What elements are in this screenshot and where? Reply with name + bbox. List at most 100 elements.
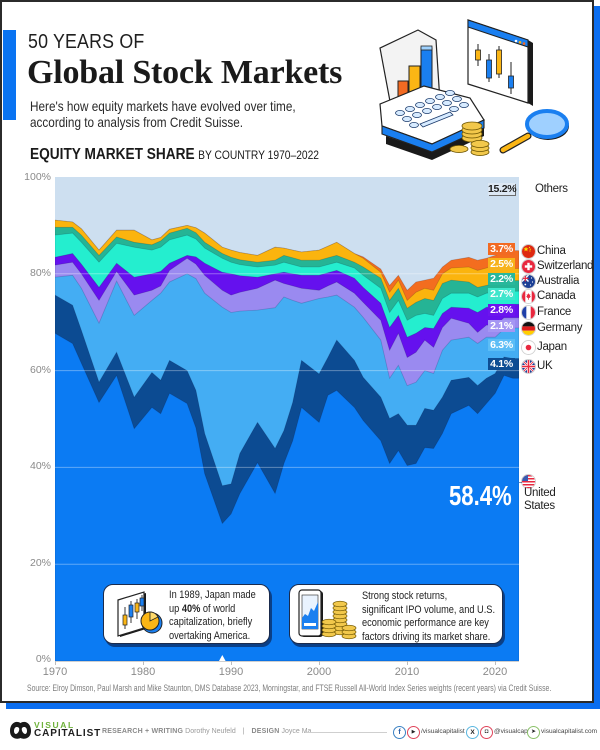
candlestick-chart-icon bbox=[117, 591, 163, 637]
legend-label-france: France bbox=[537, 306, 571, 318]
kicker: 50 YEARS OF bbox=[28, 31, 145, 53]
annotation-us-line-2: significant IPO volume, and U.S. bbox=[362, 603, 496, 616]
legend-item-uk: 4.1% UK bbox=[488, 358, 598, 373]
annotation-us-text: Strong stock returns, significant IPO vo… bbox=[362, 590, 495, 644]
us-label-line-2: States bbox=[524, 500, 555, 512]
legend-label-japan: Japan bbox=[537, 341, 567, 353]
legend-value-switzerland: 2.5% bbox=[488, 258, 515, 270]
annotation-japan-1989: In 1989, Japan made up 40% of world capi… bbox=[103, 584, 270, 644]
us-label: United States bbox=[524, 487, 556, 513]
canada-flag-icon bbox=[522, 290, 535, 303]
chart-heading-sub: BY COUNTRY 1970–2022 bbox=[198, 148, 320, 162]
x-axis-line bbox=[55, 661, 519, 662]
legend-item-germany: 2.1% Germany bbox=[488, 320, 598, 335]
legend-value-others: 15.2% bbox=[488, 183, 517, 195]
credits-separator: | bbox=[242, 728, 245, 735]
x-tick-m-1970 bbox=[55, 661, 56, 665]
design-name: Joyce Ma bbox=[281, 728, 312, 735]
us-flag-icon bbox=[522, 475, 535, 488]
y-tick-20: 20% bbox=[29, 557, 51, 569]
x-tick-m-2000 bbox=[319, 661, 320, 665]
research-name: Dorothy Neufeld bbox=[185, 728, 236, 735]
x-tick-1990: 1990 bbox=[218, 666, 244, 678]
legend-item-switzerland: 2.5% Switzerland bbox=[488, 258, 598, 273]
year-1989-marker-icon bbox=[219, 655, 226, 661]
subtitle-line-1: Here's how equity markets have evolved o… bbox=[30, 98, 296, 114]
legend-item-japan: 6.3% Japan bbox=[488, 339, 598, 354]
social-handle-visualcapitalist[interactable]: /visualcapitalist bbox=[421, 728, 465, 735]
social-handle-visualcap[interactable]: @visualcap bbox=[494, 728, 528, 735]
x-tick-1980: 1980 bbox=[130, 666, 156, 678]
annotation-japan-line-4: overtaking America. bbox=[169, 629, 251, 642]
x-tick-2020: 2020 bbox=[482, 666, 508, 678]
legend-item-others: 15.2% Others bbox=[488, 183, 598, 197]
annotation-japan-line-2: up 40% of world bbox=[169, 603, 256, 617]
legend-item-france: 2.8% France bbox=[488, 304, 598, 319]
switzerland-flag-icon bbox=[522, 260, 535, 273]
visual-capitalist-logo-icon bbox=[10, 721, 31, 739]
annotation-us-line-3: economic performance are key bbox=[362, 617, 489, 629]
legend-value-japan: 6.3% bbox=[488, 339, 515, 351]
legend-label-uk: UK bbox=[537, 360, 553, 372]
legend-label-china: China bbox=[537, 245, 566, 257]
website-link[interactable]: visualcapitalist.com bbox=[541, 728, 597, 735]
brand-name-bottom: CAPITALIST bbox=[34, 728, 102, 739]
x-twitter-icon[interactable]: X bbox=[466, 726, 479, 739]
x-tick-1970: 1970 bbox=[42, 666, 68, 678]
y-tick-100: 100% bbox=[24, 171, 51, 183]
legend-item-australia: 2.2% Australia bbox=[488, 273, 598, 288]
legend-label-others: Others bbox=[535, 183, 568, 195]
legend-value-germany: 2.1% bbox=[488, 320, 515, 332]
chart-heading-main: EQUITY MARKET SHARE bbox=[30, 146, 195, 163]
chart-heading: EQUITY MARKET SHARE BY COUNTRY 1970–2022 bbox=[30, 146, 319, 164]
annotation-us-line-1: Strong stock returns, bbox=[362, 590, 448, 602]
footer-divider bbox=[305, 732, 387, 733]
germany-flag-icon bbox=[522, 322, 535, 335]
instagram-icon[interactable]: ◘ bbox=[480, 726, 493, 739]
x-tick-2000: 2000 bbox=[306, 666, 332, 678]
legend-item-china: 3.7% China bbox=[488, 243, 598, 258]
design-label: DESIGN bbox=[251, 728, 280, 735]
us-connector-line bbox=[519, 482, 523, 483]
x-tick-m-1990 bbox=[231, 661, 232, 665]
china-flag-icon bbox=[522, 245, 535, 258]
y-tick-80: 80% bbox=[29, 267, 51, 279]
uk-flag-icon bbox=[522, 360, 535, 373]
y-tick-40: 40% bbox=[29, 460, 51, 472]
research-label: RESEARCH + WRITING bbox=[102, 728, 184, 735]
x-tick-m-1980 bbox=[143, 661, 144, 665]
annotation-japan-line-2-post: of world bbox=[200, 602, 236, 615]
stacked-area-chart bbox=[55, 177, 519, 661]
legend-value-china: 3.7% bbox=[488, 243, 515, 255]
legend-value-australia: 2.2% bbox=[488, 273, 515, 285]
title-accent-bar bbox=[3, 30, 16, 120]
y-tick-0: 0% bbox=[35, 653, 51, 665]
brand-name-top: VISUAL bbox=[34, 720, 75, 730]
subtitle-line-2: according to analysis from Credit Suisse… bbox=[30, 114, 244, 130]
page-title: Global Stock Markets bbox=[27, 54, 343, 91]
area-united-states bbox=[55, 332, 519, 661]
annotation-japan-highlight: 40% bbox=[181, 602, 201, 615]
legend-label-australia: Australia bbox=[537, 275, 580, 287]
source-note: Source: Elroy Dimson, Paul Marsh and Mik… bbox=[27, 683, 552, 693]
legend-value-uk: 4.1% bbox=[488, 358, 515, 370]
y-tick-60: 60% bbox=[29, 364, 51, 376]
chart-gridlines bbox=[55, 273, 519, 565]
youtube-icon[interactable]: ▶ bbox=[407, 726, 420, 739]
annotation-japan-line-2-pre: up bbox=[169, 602, 182, 615]
x-tick-m-2010 bbox=[407, 661, 408, 665]
chart-plot-area bbox=[55, 177, 519, 661]
legend-label-switzerland: Switzerland bbox=[537, 260, 594, 272]
france-flag-icon bbox=[522, 306, 535, 319]
x-tick-2010: 2010 bbox=[394, 666, 420, 678]
cursor-website-icon[interactable]: ➤ bbox=[527, 726, 540, 739]
chart-layers bbox=[55, 177, 519, 661]
us-share-value: 58.4% bbox=[449, 480, 512, 511]
annotation-japan-text: In 1989, Japan made up 40% of world capi… bbox=[169, 589, 256, 643]
legend-item-canada: 2.7% Canada bbox=[488, 288, 598, 303]
credits: RESEARCH + WRITING Dorothy Neufeld | DES… bbox=[102, 728, 311, 735]
legend-value-canada: 2.7% bbox=[488, 288, 515, 300]
australia-flag-icon bbox=[522, 275, 535, 288]
facebook-icon[interactable]: f bbox=[393, 726, 406, 739]
annotation-japan-line-1: In 1989, Japan made bbox=[169, 589, 256, 601]
